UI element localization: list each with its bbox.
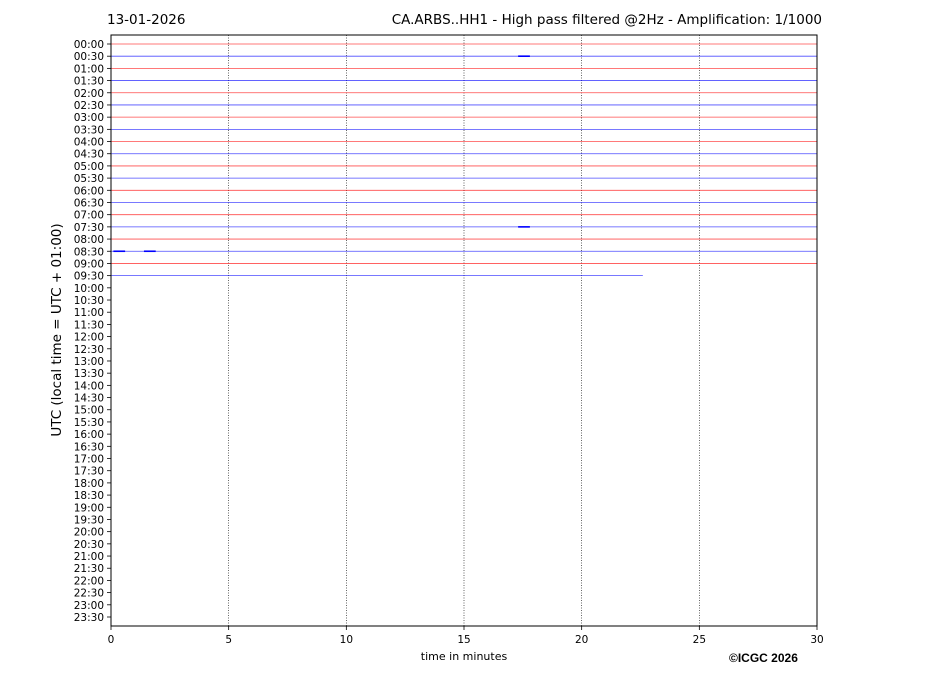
- y-tick-label: 23:00: [74, 600, 104, 612]
- y-tick-label: 08:30: [74, 246, 104, 258]
- y-tick-label: 11:30: [74, 319, 104, 331]
- y-tick-label: 09:30: [74, 271, 104, 283]
- y-tick-label: 10:00: [74, 283, 104, 295]
- x-axis-label: time in minutes: [420, 650, 508, 663]
- y-tick-label: 00:00: [74, 39, 104, 51]
- y-tick-label: 22:30: [74, 588, 104, 600]
- y-tick-label: 12:30: [74, 344, 104, 356]
- y-tick-label: 04:30: [74, 149, 104, 161]
- y-tick-label: 10:30: [74, 295, 104, 307]
- copyright: ©ICGC 2026: [729, 651, 798, 665]
- x-tick-label: 5: [225, 634, 232, 646]
- y-tick-label: 11:00: [74, 307, 104, 319]
- y-tick-label: 09:00: [74, 258, 104, 270]
- y-tick-label: 19:00: [74, 502, 104, 514]
- y-tick-label: 12:00: [74, 332, 104, 344]
- y-tick-label: 15:00: [74, 405, 104, 417]
- y-tick-label: 13:30: [74, 368, 104, 380]
- x-tick-label: 20: [575, 634, 588, 646]
- y-tick-label: 19:30: [74, 514, 104, 526]
- y-tick-label: 16:00: [74, 429, 104, 441]
- x-tick-label: 30: [810, 634, 823, 646]
- x-tick-label: 10: [340, 634, 353, 646]
- x-tick-label: 15: [457, 634, 470, 646]
- y-tick-label: 01:00: [74, 63, 104, 75]
- y-tick-label: 15:30: [74, 417, 104, 429]
- y-tick-label: 00:30: [74, 51, 104, 63]
- y-tick-label: 16:30: [74, 441, 104, 453]
- y-tick-label: 18:30: [74, 490, 104, 502]
- y-tick-label: 18:00: [74, 478, 104, 490]
- y-tick-label: 05:30: [74, 173, 104, 185]
- plot-date: 13-01-2026: [107, 12, 186, 28]
- y-tick-label: 21:00: [74, 551, 104, 563]
- y-tick-label: 07:30: [74, 222, 104, 234]
- y-tick-label: 23:30: [74, 612, 104, 624]
- y-tick-label: 06:00: [74, 185, 104, 197]
- y-tick-label: 01:30: [74, 76, 104, 88]
- y-tick-label: 04:00: [74, 137, 104, 149]
- y-tick-label: 20:00: [74, 527, 104, 539]
- x-tick-label: 25: [693, 634, 706, 646]
- plot-title: CA.ARBS..HH1 - High pass filtered @2Hz -…: [391, 12, 822, 28]
- y-tick-label: 22:00: [74, 575, 104, 587]
- y-tick-label: 02:30: [74, 100, 104, 112]
- y-tick-label: 13:00: [74, 356, 104, 368]
- y-tick-label: 14:00: [74, 380, 104, 392]
- y-tick-label: 08:00: [74, 234, 104, 246]
- x-tick-label: 0: [108, 634, 115, 646]
- y-tick-label: 20:30: [74, 539, 104, 551]
- y-tick-label: 02:00: [74, 88, 104, 100]
- y-tick-label: 17:00: [74, 454, 104, 466]
- y-tick-label: 03:30: [74, 124, 104, 136]
- y-tick-label: 03:00: [74, 112, 104, 124]
- y-tick-label: 07:00: [74, 210, 104, 222]
- y-tick-label: 17:30: [74, 466, 104, 478]
- y-tick-label: 21:30: [74, 563, 104, 575]
- plot-frame: [110, 34, 818, 627]
- y-tick-label: 05:00: [74, 161, 104, 173]
- y-tick-label: 14:30: [74, 393, 104, 405]
- y-tick-label: 06:30: [74, 197, 104, 209]
